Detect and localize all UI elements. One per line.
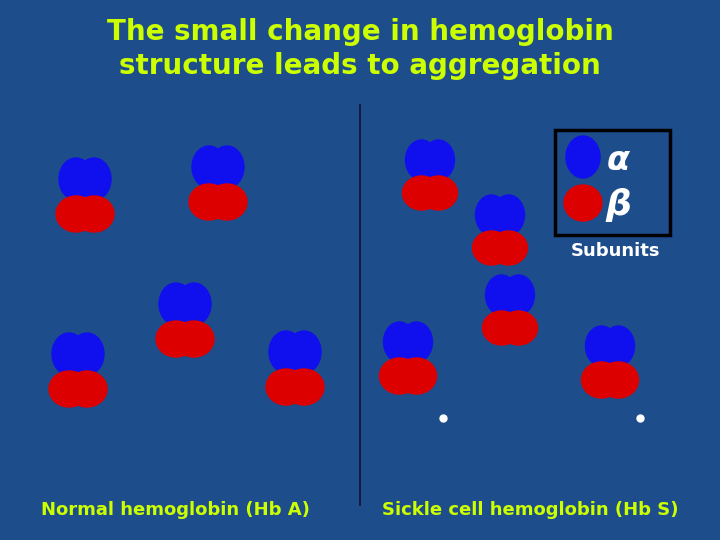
Ellipse shape [564,185,602,221]
Ellipse shape [284,369,324,405]
Ellipse shape [585,326,618,366]
Text: The small change in hemoglobin: The small change in hemoglobin [107,18,613,46]
Ellipse shape [423,140,454,180]
Ellipse shape [156,321,196,357]
Ellipse shape [503,275,534,315]
Bar [555,130,670,235]
Ellipse shape [475,195,508,235]
Ellipse shape [405,140,438,180]
Ellipse shape [159,283,193,325]
Ellipse shape [490,231,528,265]
Ellipse shape [70,333,104,375]
Ellipse shape [400,322,433,362]
Ellipse shape [269,331,303,373]
Ellipse shape [174,321,214,357]
Ellipse shape [420,176,457,210]
Ellipse shape [500,311,538,345]
Text: α: α [606,144,629,177]
Ellipse shape [379,358,420,394]
Text: structure leads to aggregation: structure leads to aggregation [119,52,601,80]
Text: β: β [605,188,631,222]
Ellipse shape [177,283,211,325]
Ellipse shape [67,371,107,407]
Ellipse shape [74,196,114,232]
Ellipse shape [492,195,524,235]
Ellipse shape [287,331,321,373]
Ellipse shape [397,358,436,394]
Ellipse shape [59,158,93,200]
Ellipse shape [77,158,111,200]
Ellipse shape [472,231,510,265]
Ellipse shape [603,326,634,366]
Ellipse shape [56,196,96,232]
Ellipse shape [49,371,89,407]
Ellipse shape [266,369,306,405]
Ellipse shape [210,146,244,188]
Ellipse shape [582,362,621,398]
Text: Normal hemoglobin (Hb A): Normal hemoglobin (Hb A) [40,501,310,519]
Text: Subunits: Subunits [570,242,660,260]
Ellipse shape [485,275,518,315]
Ellipse shape [192,146,226,188]
Ellipse shape [189,184,229,220]
Ellipse shape [207,184,247,220]
Text: Sickle cell hemoglobin (Hb S): Sickle cell hemoglobin (Hb S) [382,501,678,519]
Ellipse shape [52,333,86,375]
Ellipse shape [384,322,415,362]
Ellipse shape [566,136,600,178]
Ellipse shape [482,311,521,345]
Ellipse shape [598,362,639,398]
Ellipse shape [402,176,441,210]
